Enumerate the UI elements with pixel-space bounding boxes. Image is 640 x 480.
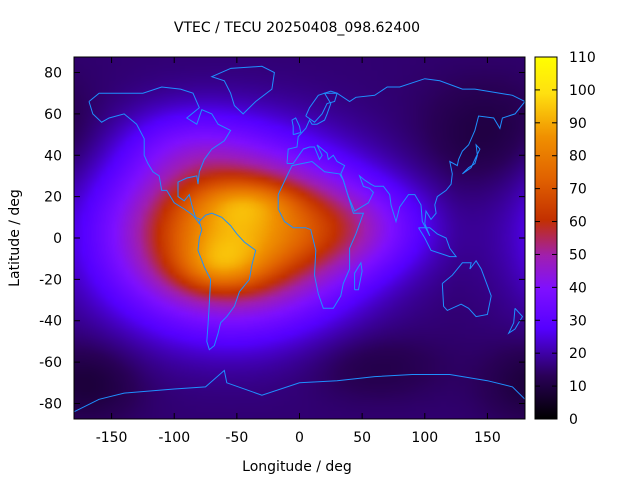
- x-axis-label: Longitude / deg: [242, 459, 352, 475]
- coastline-africa: [277, 160, 365, 309]
- y-axis-label: Latitude / deg: [7, 189, 23, 287]
- y-tick-label: -40: [39, 314, 62, 330]
- coastline-japan: [462, 143, 481, 175]
- coastlines: [73, 65, 526, 413]
- x-tick-label: -50: [225, 430, 248, 446]
- x-tick-label: -150: [96, 430, 128, 446]
- x-tick-label: 150: [474, 430, 501, 446]
- y-tick-label: 80: [44, 66, 62, 82]
- colorbar-tick-label: 50: [569, 247, 587, 263]
- coastline-north-america: [88, 86, 232, 225]
- colorbar-tick-label: 90: [569, 116, 587, 132]
- y-tick-label: 40: [44, 148, 62, 164]
- colorbar-tick-label: 10: [569, 379, 587, 395]
- heatmap-area: [73, 57, 526, 419]
- x-tick-label: 50: [353, 430, 371, 446]
- x-axis-ticks: -150 -100 -50 0 50 100 150: [96, 57, 501, 446]
- colorbar-tick-label: 110: [569, 50, 596, 66]
- colorbar-tick-label: 60: [569, 215, 587, 231]
- coastline-australia: [441, 259, 492, 318]
- coastline-eurasia: [286, 78, 526, 237]
- colorbar-gradient: [534, 56, 558, 420]
- colorbar-tick-label: 70: [569, 182, 587, 198]
- y-tick-label: 20: [44, 190, 62, 206]
- y-axis-ticks: -80 -60 -40 -20 0 20 40 60 80: [39, 66, 525, 412]
- x-tick-label: 0: [295, 430, 304, 446]
- colorbar-tick-label: 100: [569, 83, 596, 99]
- coastline-uk: [291, 117, 302, 136]
- colorbar-tick-label: 0: [569, 412, 578, 428]
- chart-title: VTEC / TECU 20250408_098.62400: [174, 20, 420, 36]
- colorbar-tick-label: 30: [569, 313, 587, 329]
- x-tick-label: -100: [158, 430, 190, 446]
- coastline-greenland: [210, 65, 275, 115]
- vtec-heatmap-image: [74, 57, 525, 419]
- coastline-indonesia: [418, 227, 458, 258]
- coastline-south-america: [197, 212, 257, 351]
- colorbar-tick-label: 40: [569, 280, 587, 296]
- coastline-antarctica: [73, 369, 526, 413]
- coastline-madagascar: [354, 261, 363, 291]
- colorbar-ticks: 0 10 20 30 40 50 60 70 80 90 100 110: [535, 50, 596, 428]
- coastline-scandinavia: [305, 90, 338, 123]
- colorbar-tick-label: 20: [569, 346, 587, 362]
- y-tick-label: -80: [39, 396, 62, 412]
- colorbar-tick-label: 80: [569, 149, 587, 165]
- colorbar: 0 10 20 30 40 50 60 70 80 90 100 110: [534, 50, 596, 428]
- x-tick-label: 100: [411, 430, 438, 446]
- y-tick-label: 60: [44, 107, 62, 123]
- coastline-new-zealand: [507, 307, 524, 335]
- y-tick-label: -60: [39, 355, 62, 371]
- y-tick-label: -20: [39, 272, 62, 288]
- y-tick-label: 0: [53, 231, 62, 247]
